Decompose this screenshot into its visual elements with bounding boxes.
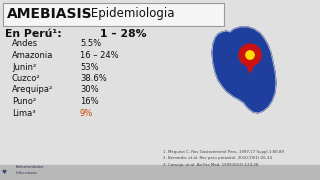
Circle shape [246, 51, 254, 59]
Text: 1 – 28%: 1 – 28% [100, 29, 147, 39]
Text: 2. Bernardo, et al. Rev peru parasitol. 2010;19(1):26-34: 2. Bernardo, et al. Rev peru parasitol. … [163, 156, 272, 161]
Text: Amazonia: Amazonia [12, 51, 53, 60]
Polygon shape [212, 27, 276, 113]
Text: AMEBIASIS: AMEBIASIS [7, 7, 92, 21]
Text: ♥: ♥ [2, 170, 7, 174]
Circle shape [239, 44, 261, 66]
Text: 38.6%: 38.6% [80, 74, 107, 83]
Bar [0, 165, 320, 180]
Text: En Perú¹:: En Perú¹: [5, 29, 62, 39]
Text: 1. Méquina C. Rev Gastroenterol Peru. 1997;17 Suppl 1:80-89: 1. Méquina C. Rev Gastroenterol Peru. 19… [163, 150, 284, 154]
Text: 16%: 16% [80, 97, 99, 106]
Text: 5.5%: 5.5% [80, 39, 101, 48]
Text: Puno²: Puno² [12, 97, 36, 106]
Polygon shape [244, 58, 256, 73]
Text: 16 – 24%: 16 – 24% [80, 51, 119, 60]
Text: 3. Cornejo, et al. An Fac Med. 1999;60(2):124-28: 3. Cornejo, et al. An Fac Med. 1999;60(2… [163, 163, 258, 167]
FancyBboxPatch shape [3, 3, 223, 26]
Text: 53%: 53% [80, 62, 99, 71]
Text: Junin²: Junin² [12, 62, 36, 71]
Text: Cuzco²: Cuzco² [12, 74, 41, 83]
Text: Arequipa²: Arequipa² [12, 86, 53, 94]
Text: Andes: Andes [12, 39, 38, 48]
Text: - Epidemiologia: - Epidemiologia [79, 8, 174, 21]
Text: 30%: 30% [80, 86, 99, 94]
Text: Lima³: Lima³ [12, 109, 36, 118]
Text: Enfermedades
Infecciosas: Enfermedades Infecciosas [16, 165, 44, 175]
Text: 9%: 9% [80, 109, 93, 118]
